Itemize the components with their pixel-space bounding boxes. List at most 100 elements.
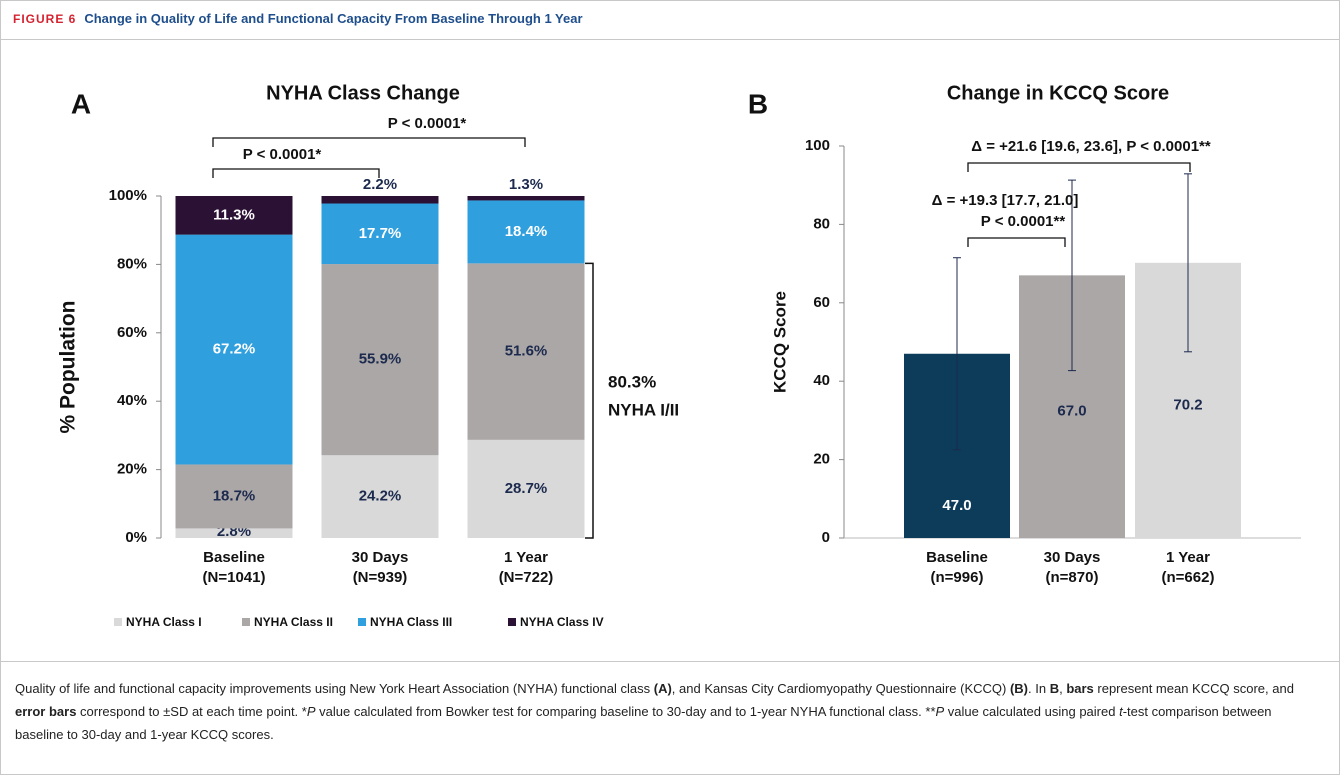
figure-title: Change in Quality of Life and Functional… — [84, 11, 583, 26]
y-tick-label: 80 — [813, 215, 830, 232]
caption-run: (A) — [653, 681, 672, 696]
y-tick-label: 100% — [109, 187, 147, 204]
comparison-label: Δ = +19.3 [17.7, 21.0] — [932, 192, 1079, 209]
bar-segment — [321, 455, 439, 538]
x-tick-sublabel: (N=1041) — [203, 569, 266, 586]
caption-run: , — [1059, 681, 1067, 696]
bar-segment — [467, 196, 585, 201]
x-tick-sublabel: (n=662) — [1162, 569, 1215, 586]
figure-label: FIGURE 6 — [13, 12, 77, 26]
y-tick-label: 20% — [117, 461, 147, 478]
caption-run: correspond to ±SD at each time point. * — [76, 704, 307, 719]
caption-run: Quality of life and functional capacity … — [15, 681, 654, 696]
value-label: 67.2% — [213, 341, 256, 358]
y-tick-label: 0 — [822, 529, 830, 546]
y-tick-label: 80% — [117, 255, 147, 272]
range-label: 80.3% — [608, 372, 656, 391]
value-label: 70.2 — [1173, 396, 1202, 413]
legend-swatch — [508, 618, 516, 626]
y-axis-label: % Population — [57, 301, 80, 434]
value-label: 55.9% — [359, 351, 402, 368]
x-tick-sublabel: (n=996) — [931, 569, 984, 586]
caption-run: , and Kansas City Cardiomyopathy Questio… — [671, 681, 1010, 696]
legend-swatch — [358, 618, 366, 626]
value-label: 2.2% — [363, 176, 397, 193]
bar-segment — [175, 196, 293, 235]
panel-label: A — [71, 88, 91, 119]
value-label: 18.4% — [505, 223, 548, 240]
bar-segment — [175, 234, 293, 465]
caption: Quality of life and functional capacity … — [15, 677, 1315, 746]
comparison-label: P < 0.0001** — [981, 213, 1066, 230]
bar-segment — [175, 528, 293, 538]
bar-segment — [175, 464, 293, 529]
caption-run: (B) — [1009, 681, 1028, 696]
legend-label: NYHA Class II — [254, 615, 333, 629]
caption-run: value calculated using paired — [944, 704, 1120, 719]
range-text: NYHA I/II — [608, 400, 679, 419]
x-tick-label: 30 Days — [352, 549, 409, 566]
y-tick-label: 40% — [117, 392, 147, 409]
y-axis-label: KCCQ Score — [770, 291, 789, 393]
bar-segment — [467, 263, 585, 440]
separator — [1, 661, 1339, 662]
comparison-label: P < 0.0001* — [388, 115, 467, 132]
bar-segment — [467, 200, 585, 264]
figure-header: FIGURE 6 Change in Quality of Life and Fu… — [13, 11, 583, 26]
x-tick-label: Baseline — [203, 549, 265, 566]
x-tick-sublabel: (n=870) — [1046, 569, 1099, 586]
legend-swatch — [242, 618, 250, 626]
legend-swatch — [114, 618, 122, 626]
x-tick-label: Baseline — [926, 549, 988, 566]
caption-run: P — [935, 704, 945, 719]
caption-run: error bars — [15, 704, 77, 719]
caption-run: P — [306, 704, 316, 719]
value-label: 1.3% — [509, 176, 543, 193]
comparison-bracket — [967, 237, 1066, 247]
comparison-bracket — [212, 137, 526, 147]
bar-segment — [321, 196, 439, 204]
chart-title: Change in KCCQ Score — [947, 82, 1169, 104]
y-tick-label: 20 — [813, 451, 830, 468]
comparison-bracket — [967, 162, 1191, 172]
value-label: 67.0 — [1057, 403, 1086, 420]
x-tick-sublabel: (N=939) — [353, 569, 408, 586]
y-tick-label: 60 — [813, 294, 830, 311]
value-label: 28.7% — [505, 480, 548, 497]
x-tick-label: 30 Days — [1044, 549, 1101, 566]
legend-label: NYHA Class III — [370, 615, 452, 629]
bar-segment — [467, 439, 585, 538]
caption-run: t — [1119, 704, 1123, 719]
y-tick-label: 100 — [805, 137, 830, 154]
charts: 0% 20% 40% 60% 80% 100% A NYHA Class Change % Po… — [57, 82, 1301, 629]
y-tick-label: 0% — [125, 529, 147, 546]
x-tick-label: 1 Year — [504, 549, 548, 566]
value-label: 47.0 — [942, 497, 971, 514]
value-label: 24.2% — [359, 488, 402, 505]
separator — [1, 39, 1339, 40]
bar-segment — [321, 203, 439, 265]
caption-run: represent mean KCCQ score, and — [1093, 681, 1294, 696]
comparison-label: P < 0.0001* — [243, 146, 322, 163]
caption-run: B — [1049, 681, 1060, 696]
value-label: 17.7% — [359, 225, 402, 242]
comparison-label: Δ = +21.6 [19.6, 23.6], P < 0.0001** — [971, 138, 1211, 155]
caption-run: bars — [1066, 681, 1094, 696]
bar-segment — [321, 264, 439, 456]
y-tick-label: 60% — [117, 324, 147, 341]
value-label: 51.6% — [505, 343, 548, 360]
chart-title: NYHA Class Change — [266, 82, 460, 104]
y-tick-label: 40 — [813, 372, 830, 389]
caption-run: -test comparison between baseline to 30-… — [15, 704, 1272, 742]
range-bracket — [585, 262, 594, 539]
value-label: 11.3% — [213, 206, 255, 223]
value-label: 18.7% — [213, 487, 256, 504]
legend-label: NYHA Class I — [126, 615, 202, 629]
panel-label: B — [748, 88, 768, 119]
x-tick-label: 1 Year — [1166, 549, 1210, 566]
caption-run: value calculated from Bowker test for co… — [315, 704, 936, 719]
comparison-bracket — [212, 168, 380, 178]
caption-run: . In — [1028, 681, 1050, 696]
legend-label: NYHA Class IV — [520, 615, 604, 629]
